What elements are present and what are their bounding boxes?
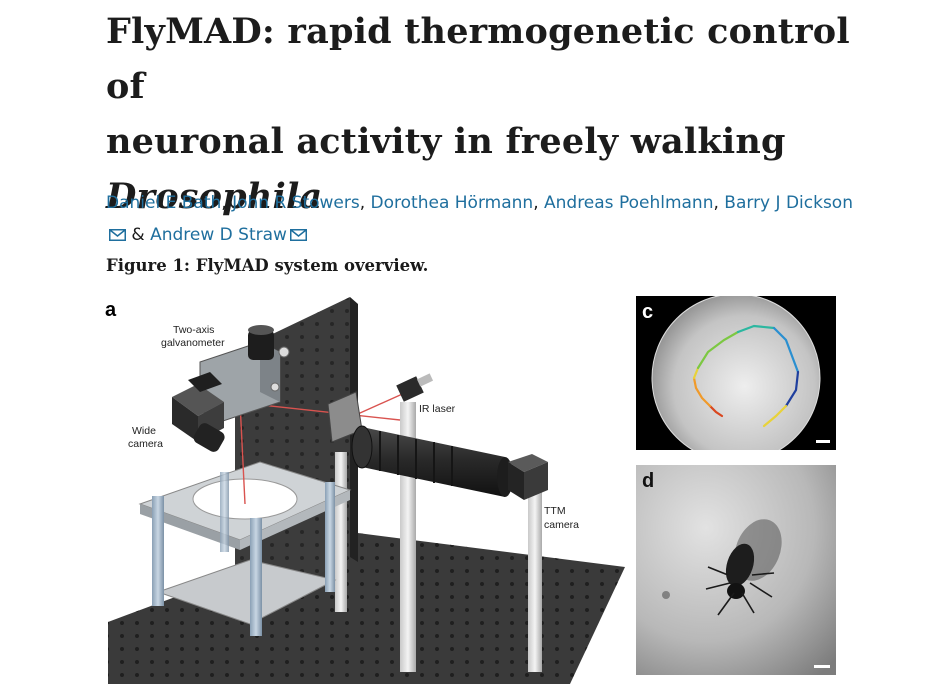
author-link[interactable]: Andrew D Straw [150,225,287,245]
panel-a-label: a [105,299,117,321]
author-separator: , [359,193,371,213]
ttm-lens-tube [351,425,513,497]
title-line-2: neuronal activity in freely walking [106,121,786,162]
label-ttm-camera-line1: TTM [544,505,566,517]
author-link[interactable]: Barry J Dickson [724,193,853,213]
label-wide-camera-line1: Wide [132,425,156,437]
author-link[interactable]: John R Stowers [232,193,360,213]
author-separator: , [221,193,233,213]
scale-bar [814,665,830,668]
label-wide-camera-line2: camera [128,438,163,450]
label-galvanometer-line2: galvanometer [161,337,225,349]
author-link[interactable]: Andreas Poehlmann [544,193,714,213]
panel-c-label: c [642,301,653,323]
fly-image [662,519,782,616]
support-post [528,482,542,672]
label-galvanometer-line1: Two-axis [173,324,214,336]
figure-panel-a: a [105,297,625,684]
label-ir-laser: IR laser [419,403,456,415]
rig-labels: Two-axis galvanometer IR laser Wide came… [128,324,579,531]
author-list: Daniel E Bath, John R Stowers, Dorothea … [106,187,866,251]
scale-bar [816,440,830,443]
figure-panel-d: d [636,465,836,675]
envelope-icon[interactable] [109,229,126,241]
author-link[interactable]: Daniel E Bath [106,193,222,213]
fly-trajectory [692,324,800,428]
wide-camera [172,372,225,452]
author-separator: , [533,193,544,213]
article-title: FlyMAD: rapid thermogenetic control of n… [106,4,886,224]
label-ttm-camera-line2: camera [544,519,579,531]
arena-dish [651,296,821,450]
ttm-camera [508,454,548,500]
support-post [335,452,347,612]
panel-d-label: d [642,470,654,492]
author-link[interactable]: Dorothea Hörmann [370,193,534,213]
envelope-icon[interactable] [289,229,307,241]
figure-panel-c: c [636,296,836,450]
title-line-3: Drosophila [106,176,323,217]
ir-laser [396,373,434,402]
author-separator: , [713,193,725,213]
figure-caption: Figure 1: FlyMAD system overview. [106,256,429,275]
author-separator: & [126,225,151,245]
optical-breadboard [108,532,625,684]
title-line-1: FlyMAD: rapid thermogenetic control of [106,11,850,107]
